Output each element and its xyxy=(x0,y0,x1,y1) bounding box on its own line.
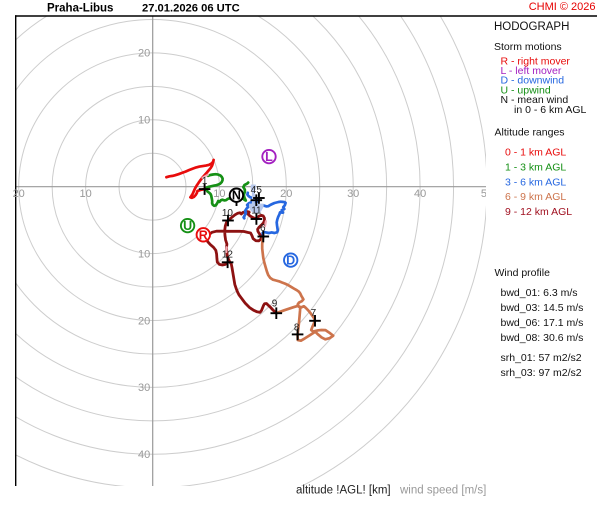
svg-text:11: 11 xyxy=(251,206,262,217)
svg-text:bwd_01: 6.3 m/s: bwd_01: 6.3 m/s xyxy=(501,287,578,299)
svg-text:30: 30 xyxy=(347,188,359,200)
svg-text:10: 10 xyxy=(138,248,150,260)
svg-text:0 - 1 km AGL: 0 - 1 km AGL xyxy=(505,147,566,159)
svg-text:40: 40 xyxy=(414,188,426,200)
svg-text:altitude !AGL! [km]: altitude !AGL! [km] xyxy=(296,485,391,497)
svg-text:9 - 12 km AGL: 9 - 12 km AGL xyxy=(505,206,572,218)
svg-text:in 0 - 6 km AGL: in 0 - 6 km AGL xyxy=(514,104,587,116)
svg-text:Praha-Libus: Praha-Libus xyxy=(47,3,113,15)
svg-text:30: 30 xyxy=(138,382,150,394)
svg-text:R: R xyxy=(199,228,208,242)
svg-text:Altitude ranges: Altitude ranges xyxy=(495,127,565,139)
svg-text:10: 10 xyxy=(222,208,234,219)
svg-text:7: 7 xyxy=(311,308,317,319)
svg-text:bwd_08: 30.6 m/s: bwd_08: 30.6 m/s xyxy=(501,332,584,344)
svg-text:3 - 6 km AGL: 3 - 6 km AGL xyxy=(505,176,566,188)
svg-text:srh_03: 97 m2/s2: srh_03: 97 m2/s2 xyxy=(501,367,582,379)
svg-text:10: 10 xyxy=(138,115,150,127)
svg-text:D: D xyxy=(286,254,295,268)
svg-text:HODOGRAPH: HODOGRAPH xyxy=(494,21,569,33)
svg-text:N: N xyxy=(232,189,241,203)
svg-text:bwd_06: 17.1 m/s: bwd_06: 17.1 m/s xyxy=(501,317,584,329)
svg-text:6 - 9 km AGL: 6 - 9 km AGL xyxy=(505,191,566,203)
svg-text:Storm motions: Storm motions xyxy=(494,41,562,53)
svg-text:20: 20 xyxy=(280,188,292,200)
svg-text:bwd_03: 14.5 m/s: bwd_03: 14.5 m/s xyxy=(501,302,584,314)
svg-text:27.01.2026 06 UTC: 27.01.2026 06 UTC xyxy=(142,3,240,15)
svg-text:8: 8 xyxy=(294,322,300,333)
svg-text:10: 10 xyxy=(79,188,91,200)
svg-text:6: 6 xyxy=(260,223,266,234)
svg-text:9: 9 xyxy=(272,299,278,310)
svg-text:wind speed [m/s]: wind speed [m/s] xyxy=(399,485,486,497)
svg-text:20: 20 xyxy=(13,188,25,200)
svg-text:1 - 3 km AGL: 1 - 3 km AGL xyxy=(505,161,566,173)
svg-text:10: 10 xyxy=(213,188,225,200)
svg-text:Wind profile: Wind profile xyxy=(495,267,551,279)
svg-text:srh_01: 57 m2/s2: srh_01: 57 m2/s2 xyxy=(501,352,582,364)
svg-text:CHMI © 2026: CHMI © 2026 xyxy=(529,1,596,13)
svg-text:L: L xyxy=(265,150,273,164)
svg-text:40: 40 xyxy=(138,449,150,461)
svg-text:1: 1 xyxy=(202,176,208,187)
svg-text:20: 20 xyxy=(138,48,150,60)
svg-text:20: 20 xyxy=(138,315,150,327)
svg-text:U: U xyxy=(183,219,192,233)
svg-text:12: 12 xyxy=(222,250,234,261)
svg-text:5: 5 xyxy=(256,185,262,196)
